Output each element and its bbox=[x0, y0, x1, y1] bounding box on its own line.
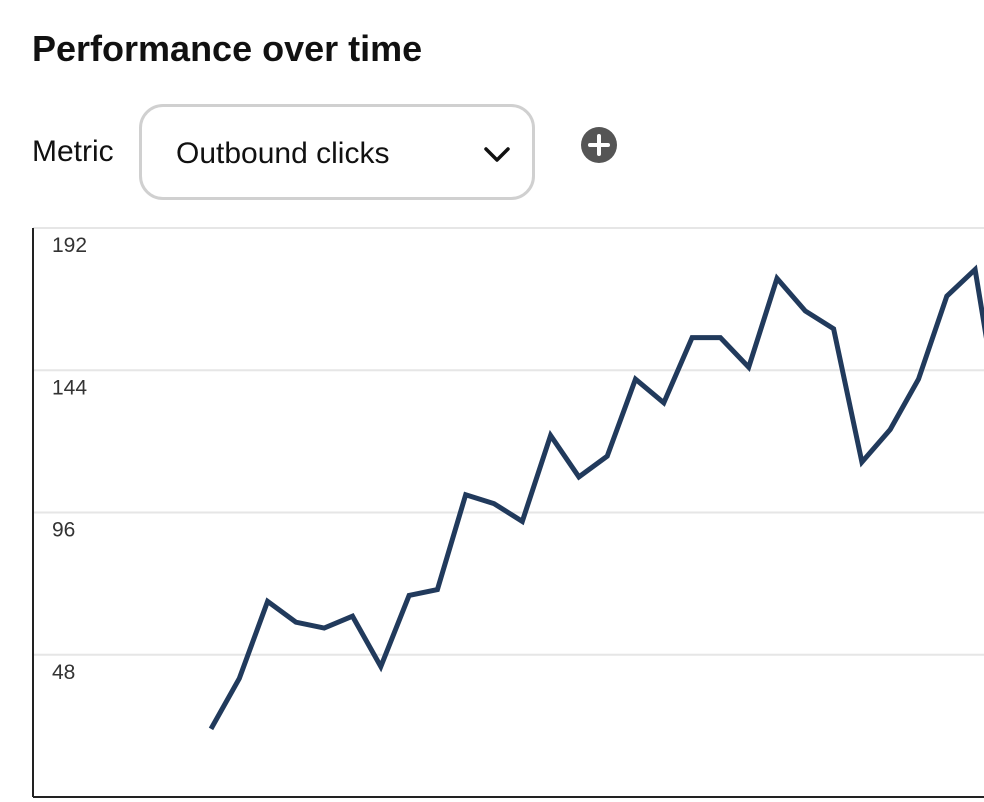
metric-label: Metric bbox=[32, 135, 114, 168]
chevron-icon bbox=[484, 147, 510, 162]
y-tick-label: 96 bbox=[52, 519, 75, 542]
y-tick-label: 144 bbox=[52, 376, 87, 399]
y-tick-label: 192 bbox=[52, 234, 87, 257]
data-line bbox=[208, 264, 984, 731]
metric-dropdown[interactable]: Outbound clicks bbox=[139, 104, 535, 200]
y-tick-label: 48 bbox=[52, 661, 75, 684]
dropdown-value: Outbound clicks bbox=[176, 137, 390, 170]
section-title: Performance over time bbox=[32, 28, 423, 69]
add-metric-button[interactable] bbox=[580, 126, 618, 164]
